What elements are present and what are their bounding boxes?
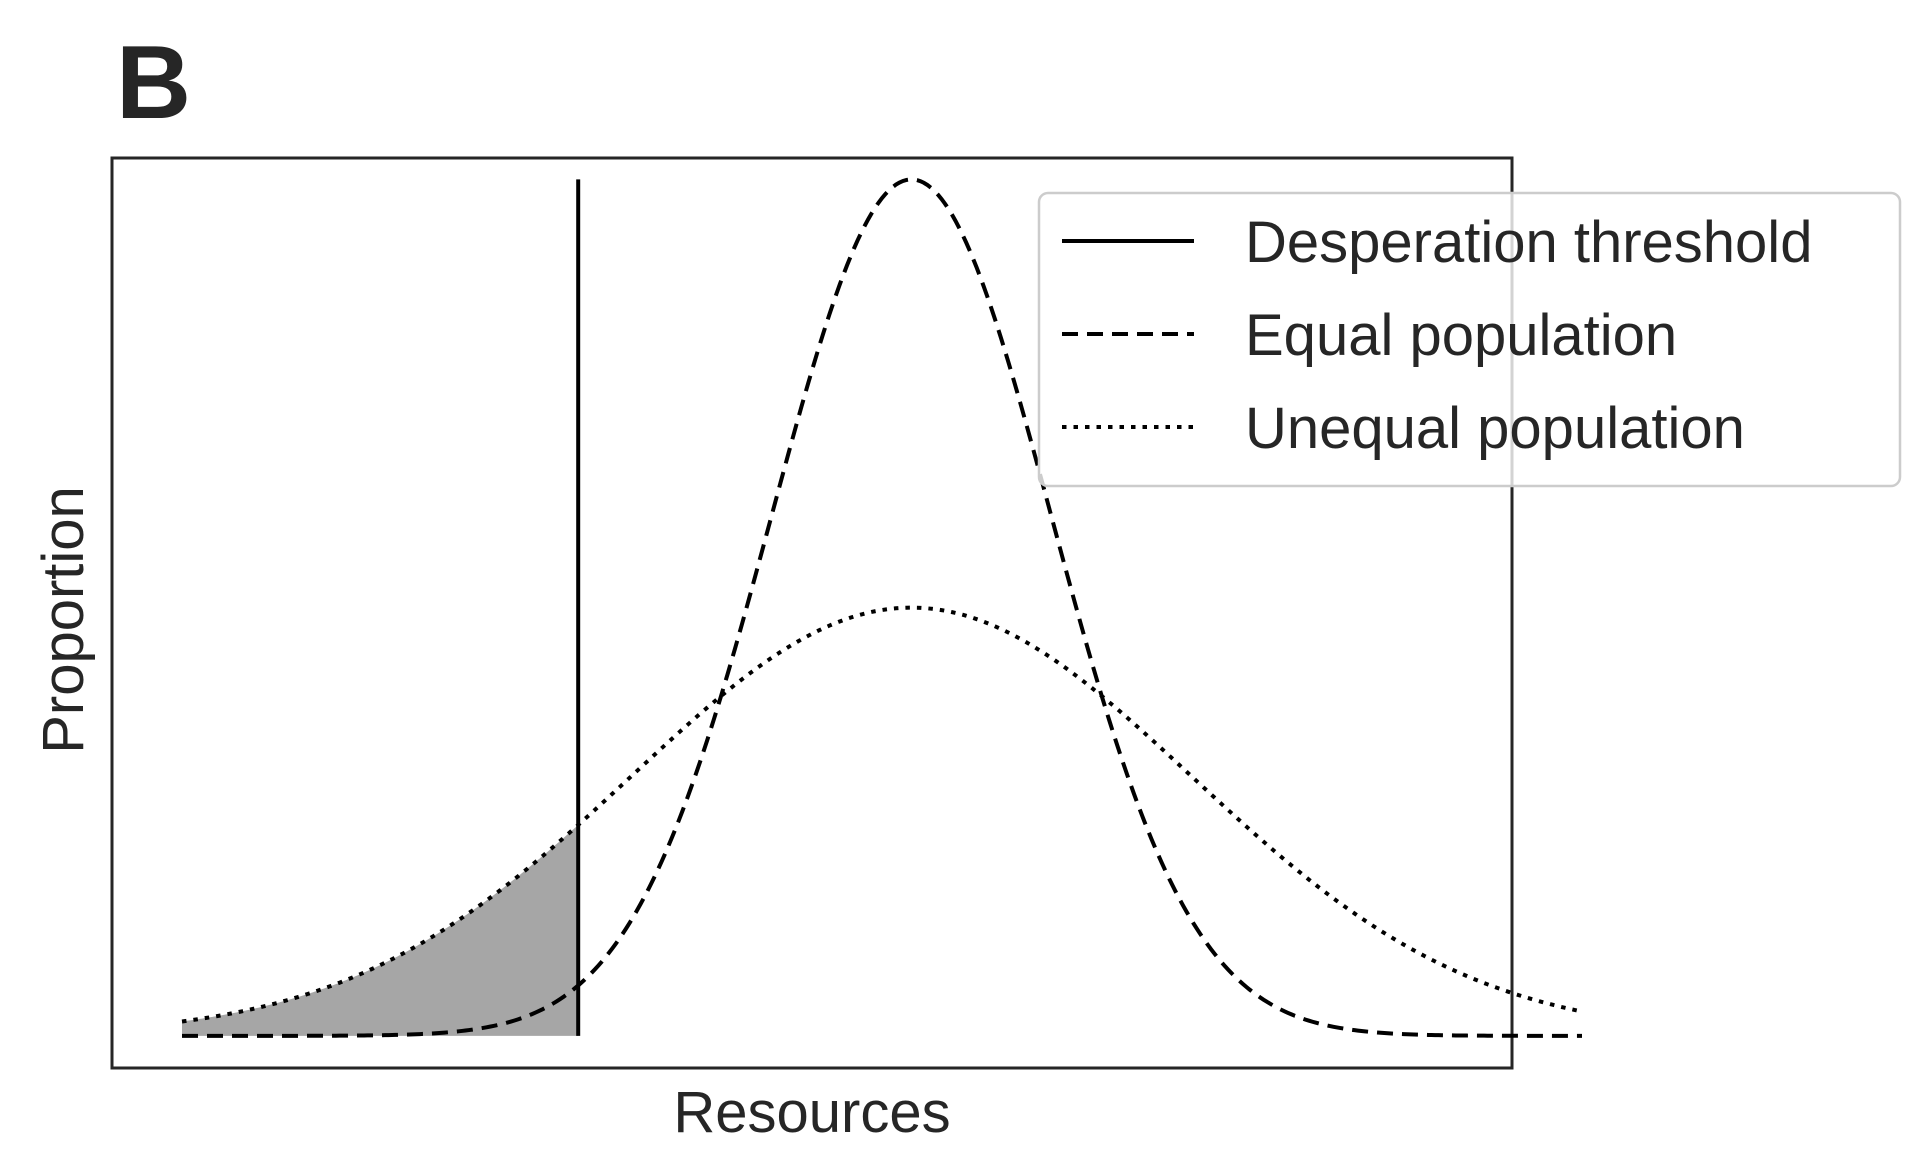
equal-population-curve [182,177,1582,1038]
shaded-desperate-region [182,824,579,1036]
legend-threshold-label: Desperation threshold [1245,210,1812,275]
y-axis-label: Proportion [31,486,96,754]
legend-equal-label: Equal population [1245,303,1677,368]
panel-label: B [116,25,191,141]
legend-box [1037,191,1902,488]
legend-unequal-label: Unequal population [1245,396,1745,461]
legend: Desperation threshold Equal population U… [1037,191,1902,488]
x-axis-label: Resources [673,1080,950,1145]
